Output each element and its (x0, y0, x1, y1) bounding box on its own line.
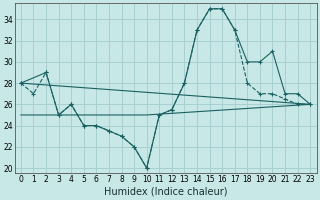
X-axis label: Humidex (Indice chaleur): Humidex (Indice chaleur) (104, 187, 227, 197)
